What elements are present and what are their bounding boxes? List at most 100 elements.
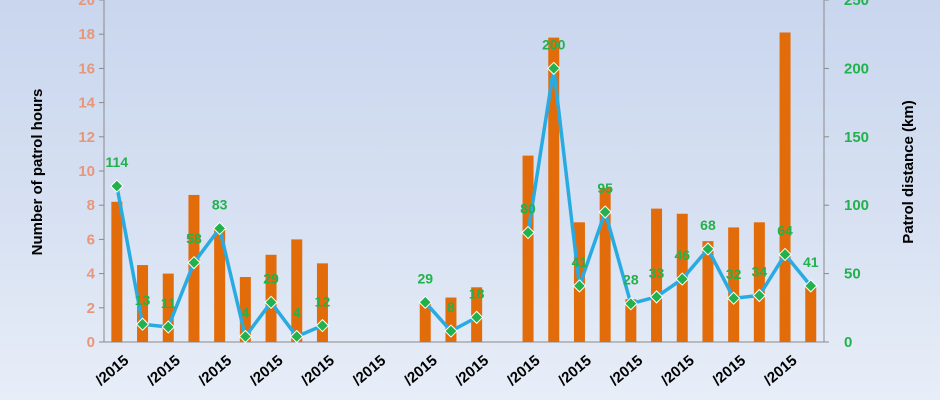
data-label: 18	[469, 285, 485, 301]
y-right-tick-label: 200	[844, 60, 869, 77]
bar	[728, 227, 740, 342]
marker	[752, 288, 767, 303]
marker	[547, 61, 561, 76]
y-left-tick-label: 8	[87, 197, 95, 214]
y-right-tick-label: 50	[844, 266, 861, 283]
marker	[778, 247, 792, 262]
bars	[111, 32, 817, 343]
line-segment	[783, 252, 813, 288]
data-label: 12	[315, 294, 331, 310]
marker	[521, 225, 535, 240]
y-right-tick-label: 0	[844, 334, 852, 351]
data-label: 32	[726, 266, 742, 282]
data-label: 46	[674, 247, 690, 263]
y-left-tick-label: 10	[78, 163, 95, 180]
data-label: 64	[777, 222, 793, 238]
bar	[599, 188, 611, 342]
marker	[161, 320, 175, 334]
marker	[649, 290, 664, 304]
marker	[212, 221, 227, 236]
line-segment	[680, 247, 710, 281]
data-label: 68	[700, 217, 716, 233]
marker	[804, 279, 818, 293]
y-left-tick-label: 12	[78, 129, 95, 146]
data-label: 33	[649, 265, 665, 281]
data-label: 4	[293, 305, 301, 321]
y-right-tick-label: 250	[844, 0, 869, 9]
marker	[701, 242, 715, 256]
data-label: 28	[623, 272, 639, 288]
bar	[239, 277, 251, 342]
bar	[419, 302, 431, 342]
marker	[238, 329, 253, 344]
data-label: 13	[135, 292, 151, 308]
x-tick-label: /2015	[607, 352, 647, 389]
marker	[315, 318, 330, 333]
x-tick-label: /2015	[350, 352, 390, 389]
marker	[675, 272, 689, 286]
line-segment	[269, 300, 299, 339]
marker	[187, 255, 201, 270]
line-segment	[526, 66, 556, 235]
bar	[316, 263, 328, 342]
x-tick-label: /2015	[709, 352, 749, 389]
line-segment	[217, 226, 248, 339]
marker	[624, 296, 638, 311]
line-segment	[577, 210, 607, 288]
y-left-tick-label: 0	[87, 334, 95, 351]
x-tick-label: /2015	[452, 352, 492, 389]
line-segment	[192, 226, 222, 265]
y-right-tick-label: 100	[844, 197, 869, 214]
bar	[651, 208, 663, 342]
bar	[111, 201, 123, 342]
x-axis-ticks: /2015/2015/2015/2015/2015/2015/2015/2015…	[93, 352, 801, 389]
x-tick-label: /2015	[504, 352, 544, 389]
y-axis-right-ticks: 0 50 100 150 200 250	[824, 0, 869, 351]
y-left-tick-label: 2	[87, 300, 95, 317]
line-segment	[706, 247, 736, 300]
marker	[469, 310, 484, 325]
x-tick-label: /2015	[247, 352, 287, 389]
bar	[779, 32, 791, 343]
bar	[522, 155, 534, 342]
x-tick-label: /2015	[658, 352, 698, 389]
data-label: 200	[542, 36, 566, 52]
bar	[445, 297, 457, 342]
data-label: 41	[803, 254, 819, 270]
marker	[290, 329, 304, 344]
axis-lines	[103, 0, 825, 343]
x-tick-label: /2015	[761, 352, 801, 389]
line-segment	[115, 184, 145, 326]
y-left-tick-label: 4	[87, 266, 96, 283]
bar	[162, 273, 174, 342]
line-segment	[243, 300, 273, 339]
marker	[418, 295, 432, 310]
data-label: 29	[263, 270, 279, 286]
data-label: 34	[752, 263, 768, 279]
bar	[625, 299, 637, 342]
data-label: 95	[597, 180, 613, 196]
bar	[214, 227, 226, 342]
y-axis-left-ticks: 0 2 4 6 8 10 12 14 16 18 20	[78, 0, 104, 351]
x-tick-label: /2015	[195, 352, 235, 389]
x-tick-label: /2015	[144, 352, 184, 389]
bar	[753, 222, 765, 342]
marker	[572, 279, 587, 293]
data-label: 80	[520, 201, 536, 217]
data-label: 4	[241, 305, 249, 321]
line-segment	[423, 300, 453, 333]
marker	[264, 295, 278, 310]
data-labels: 114 13 11 58 83 4 29 4 12 29 8 18 80 200 41 95 28 33 46 68 3…	[106, 36, 819, 320]
distance-markers	[110, 61, 818, 344]
x-tick-label: /2015	[93, 352, 133, 389]
y-left-tick-label: 6	[87, 231, 95, 248]
bar	[291, 239, 303, 342]
marker	[726, 291, 741, 305]
x-tick-label: /2015	[555, 352, 595, 389]
y-left-tick-label: 20	[78, 0, 95, 9]
data-label: 83	[212, 196, 228, 212]
data-label: 58	[186, 231, 202, 247]
marker	[135, 317, 150, 331]
bar	[137, 265, 149, 342]
